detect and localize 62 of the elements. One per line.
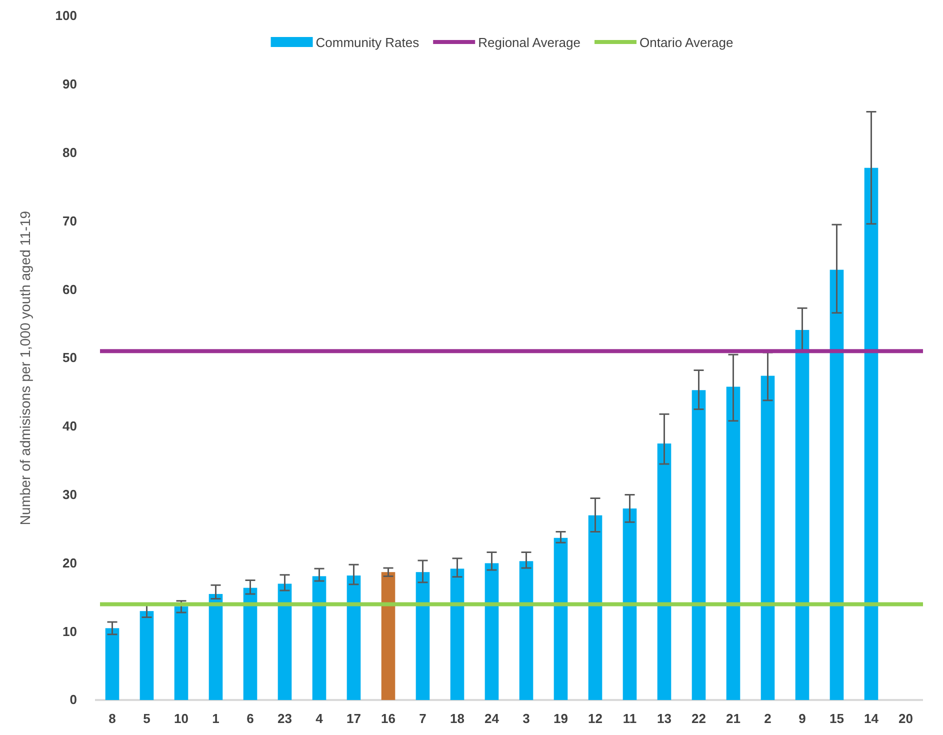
bar	[554, 538, 568, 700]
bar	[692, 390, 706, 700]
y-tick-label: 40	[62, 418, 77, 434]
bar	[450, 568, 464, 700]
y-tick-label: 80	[62, 144, 77, 160]
x-tick-label: 1	[212, 711, 220, 726]
bar	[381, 572, 396, 700]
x-tick-label: 24	[484, 711, 500, 726]
x-tick-label: 5	[143, 711, 150, 726]
x-tick-label: 13	[657, 711, 672, 726]
x-tick-label: 10	[174, 711, 188, 726]
bar	[105, 628, 120, 700]
x-tick-label: 2	[764, 711, 772, 726]
y-tick-label: 100	[55, 8, 77, 24]
bar	[484, 563, 499, 700]
x-tick-label: 6	[246, 711, 254, 726]
bar	[726, 386, 740, 700]
legend-label: Regional Average	[478, 35, 580, 50]
x-tick-label: 21	[726, 711, 740, 726]
x-tick-label: 9	[798, 711, 806, 726]
y-tick-label: 90	[62, 76, 77, 92]
bar	[864, 168, 878, 700]
y-tick-label: 70	[62, 213, 77, 228]
y-tick-label: 30	[62, 486, 77, 502]
bar	[657, 444, 672, 700]
y-tick-label: 60	[62, 282, 77, 297]
bar	[208, 594, 223, 700]
x-tick-label: 12	[588, 711, 602, 726]
x-tick-label: 16	[381, 711, 396, 726]
x-tick-label: 17	[346, 711, 361, 726]
x-tick-label: 22	[692, 711, 706, 726]
y-tick-label: 50	[62, 350, 77, 366]
bar	[519, 561, 534, 700]
bar	[830, 270, 844, 700]
x-tick-label: 11	[622, 711, 637, 726]
x-tick-label: 15	[830, 711, 844, 726]
y-tick-label: 20	[62, 555, 77, 570]
bar	[416, 572, 430, 700]
bar	[278, 584, 292, 700]
y-axis-title: Number of admisisons per 1,000 youth aged 11-19	[17, 210, 33, 526]
legend-label: Community Rates	[316, 35, 420, 50]
x-tick-label: 23	[278, 711, 292, 726]
x-tick-label: 14	[864, 711, 880, 726]
x-tick-label: 4	[316, 711, 324, 726]
x-tick-label: 3	[522, 711, 530, 726]
x-tick-label: 7	[419, 711, 426, 726]
bar	[346, 576, 361, 700]
bar	[312, 576, 326, 700]
bar	[243, 588, 258, 700]
y-tick-label: 10	[62, 624, 77, 639]
y-tick-label: 0	[70, 692, 77, 708]
bar	[795, 330, 810, 700]
legend-label: Ontario Average	[640, 35, 734, 50]
bar	[174, 606, 188, 700]
bar	[760, 376, 775, 700]
bar	[622, 508, 637, 700]
x-tick-label: 19	[554, 711, 568, 726]
bar	[588, 515, 602, 700]
x-tick-label: 8	[108, 711, 116, 726]
bar	[140, 611, 154, 700]
x-tick-label: 20	[898, 711, 913, 726]
x-tick-label: 18	[450, 711, 464, 726]
